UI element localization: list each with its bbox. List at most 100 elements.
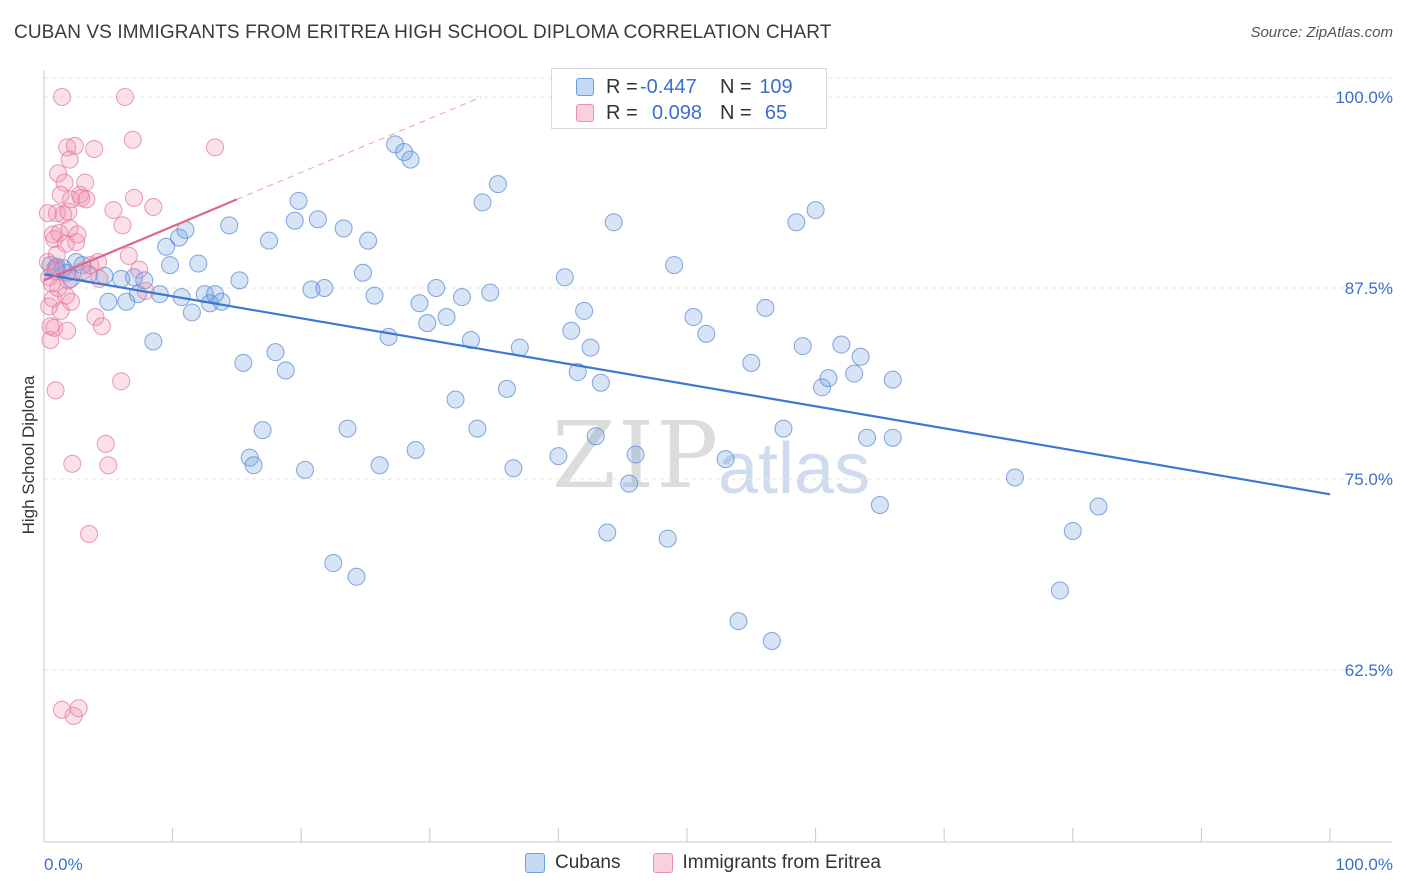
trend-line-extension	[236, 96, 482, 200]
data-point	[1089, 497, 1108, 516]
data-point	[446, 390, 465, 409]
n-value: 65	[764, 101, 788, 124]
n-label: N =	[720, 75, 752, 98]
data-point	[116, 88, 135, 106]
data-point	[99, 292, 118, 311]
data-point	[813, 378, 832, 397]
data-point	[604, 213, 623, 232]
data-point	[586, 427, 605, 446]
axes	[43, 70, 1392, 843]
data-point	[410, 294, 429, 313]
data-point	[260, 231, 279, 250]
data-point	[125, 188, 144, 207]
data-point	[67, 233, 86, 252]
data-point	[787, 213, 806, 232]
data-point	[315, 279, 334, 297]
data-point	[63, 454, 82, 473]
data-point	[568, 363, 587, 382]
data-point	[49, 279, 68, 297]
data-point	[684, 308, 703, 327]
data-point	[819, 369, 838, 388]
grid-lines	[44, 77, 1392, 671]
data-point	[182, 303, 201, 322]
data-point	[665, 256, 684, 275]
data-point	[729, 612, 748, 631]
data-point	[620, 474, 639, 493]
data-point	[47, 204, 66, 223]
data-point	[762, 631, 781, 650]
data-point	[504, 459, 523, 478]
series-immigrants-from-eritrea	[38, 88, 225, 725]
data-point	[112, 372, 131, 391]
data-point	[285, 211, 304, 230]
data-point	[55, 173, 74, 192]
data-point	[832, 335, 851, 354]
data-point	[324, 554, 343, 573]
data-point	[144, 198, 163, 217]
data-point	[581, 338, 600, 357]
data-point	[49, 164, 68, 183]
data-point	[119, 246, 138, 265]
trend-line	[43, 198, 238, 282]
y-axis-label: High School Diploma	[19, 375, 38, 534]
axis-ticks: 100.0% 87.5% 75.0% 62.5% 0.0% 100.0%	[44, 88, 1393, 874]
data-point	[230, 271, 249, 290]
data-point	[406, 440, 425, 459]
data-point	[591, 373, 610, 392]
legend-item-eritrea[interactable]: Immigrants from Eritrea	[652, 852, 881, 874]
data-point	[1063, 521, 1082, 540]
cubans-swatch	[576, 78, 594, 96]
y-tick-label: 75.0%	[1345, 470, 1393, 489]
data-point	[870, 495, 889, 514]
data-point	[497, 379, 516, 398]
x-tick-label-start: 0.0%	[44, 855, 83, 874]
trend-line	[43, 273, 1331, 496]
chart-title: CUBAN VS IMMIGRANTS FROM ERITREA HIGH SC…	[14, 22, 832, 43]
data-point	[598, 523, 617, 542]
data-point	[359, 231, 378, 250]
data-point	[144, 332, 163, 351]
data-point	[130, 260, 149, 279]
data-point	[302, 280, 321, 299]
data-point	[334, 219, 353, 238]
legend-item-cubans[interactable]: Cubans	[525, 852, 621, 874]
data-point	[80, 525, 99, 544]
data-point	[555, 268, 574, 287]
data-point	[157, 237, 176, 256]
data-point	[45, 230, 64, 249]
data-point	[308, 210, 327, 229]
data-point	[473, 193, 492, 212]
data-point	[85, 139, 104, 158]
data-point	[575, 301, 594, 320]
data-point	[60, 150, 79, 169]
data-point	[395, 143, 414, 162]
data-point	[53, 88, 72, 106]
data-point	[427, 279, 446, 297]
data-point	[562, 321, 581, 340]
n-value: 109	[759, 75, 793, 98]
data-point	[347, 567, 366, 586]
data-point	[296, 460, 315, 479]
data-point	[858, 428, 877, 447]
data-point	[418, 314, 437, 333]
data-point	[46, 381, 65, 400]
data-point	[220, 216, 239, 235]
stats-row-eritrea: R = 0.098 N = 65	[576, 101, 796, 125]
data-point	[549, 447, 568, 466]
data-point	[338, 419, 357, 438]
legend-label-cubans: Cubans	[555, 852, 621, 873]
data-point	[253, 421, 272, 440]
data-point	[370, 456, 389, 475]
stats-row-cubans: R = -0.447 N = 109	[576, 75, 796, 99]
data-point	[96, 434, 115, 453]
data-point	[379, 327, 398, 346]
eritrea-swatch	[576, 104, 594, 122]
r-value: -0.447	[640, 75, 697, 98]
data-point	[56, 286, 75, 305]
data-point	[65, 136, 84, 155]
data-point	[774, 419, 793, 438]
data-point	[123, 130, 142, 149]
data-point	[353, 263, 372, 282]
data-point	[289, 191, 308, 210]
